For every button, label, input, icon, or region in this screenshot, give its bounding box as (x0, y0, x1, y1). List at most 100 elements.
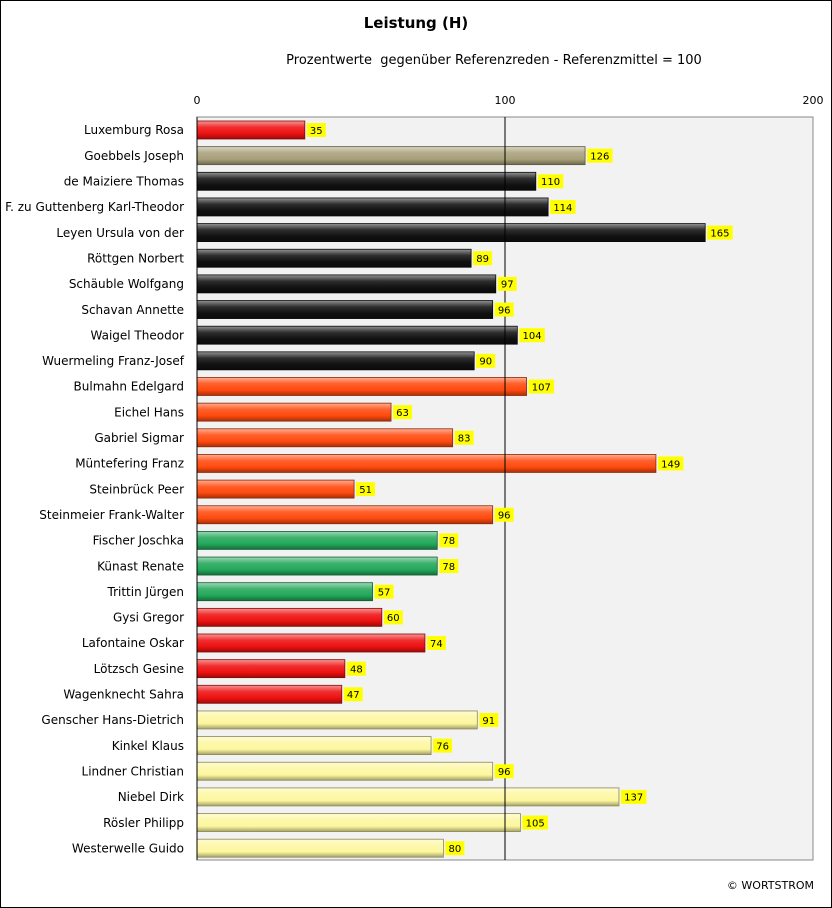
value-label: 83 (458, 434, 471, 445)
value-label: 137 (624, 793, 643, 804)
value-label-bg (497, 276, 517, 291)
bar (196, 787, 620, 807)
category-label: Rösler Philipp (103, 816, 184, 830)
value-label-bg (519, 328, 545, 343)
category-label: Schavan Annette (81, 303, 184, 317)
bar (196, 120, 306, 140)
category-label: Trittin Jürgen (107, 585, 184, 599)
bar (196, 684, 343, 704)
value-label-bg (383, 610, 403, 625)
category-label: Schäuble Wolfgang (69, 277, 184, 291)
category-label: Eichel Hans (114, 405, 184, 419)
category-label: Wuermeling Franz-Josef (42, 354, 185, 368)
value-label: 96 (498, 305, 511, 316)
category-label: Röttgen Norbert (87, 251, 184, 265)
value-label: 104 (523, 331, 542, 342)
category-labels: Luxemburg Rosa Goebbels Joseph de Maiziere… (5, 123, 185, 855)
value-label-bg (393, 405, 413, 420)
category-label: Fischer Joschka (93, 534, 184, 548)
bar (196, 761, 494, 781)
value-label: 51 (359, 485, 372, 496)
category-label: Lindner Christian (82, 764, 184, 778)
category-label: Kinkel Klaus (112, 739, 184, 753)
value-label: 114 (553, 203, 572, 214)
category-label: Steinmeier Frank-Walter (39, 508, 184, 522)
value-label: 96 (498, 767, 511, 778)
value-label-bg (587, 148, 613, 163)
category-label: Niebel Dirk (118, 790, 184, 804)
bar (196, 607, 383, 627)
bar (196, 402, 392, 422)
value-label: 78 (442, 536, 455, 547)
value-label: 35 (310, 126, 323, 137)
value-label-bg (306, 123, 326, 137)
value-label-bg (528, 379, 555, 394)
value-label: 165 (710, 228, 729, 239)
bar (196, 813, 521, 832)
bar (196, 710, 478, 730)
bar (196, 633, 426, 653)
category-label: de Maiziere Thomas (64, 175, 184, 189)
value-label: 149 (661, 459, 680, 470)
bar (196, 454, 657, 473)
value-label-bg (657, 456, 684, 471)
value-label: 47 (347, 690, 360, 701)
value-label: 48 (350, 664, 363, 675)
value-label-bg (494, 507, 514, 522)
category-label: Gabriel Sigmar (94, 431, 184, 445)
category-label: Bulmahn Edelgard (74, 380, 184, 394)
value-label-bg (356, 482, 376, 497)
value-label: 76 (436, 741, 449, 752)
value-label-bg (537, 174, 564, 189)
category-label: Lötzsch Gesine (94, 662, 184, 676)
value-label: 107 (532, 382, 551, 393)
bar (196, 223, 706, 243)
bar (196, 325, 518, 345)
value-label-bg (479, 712, 499, 727)
category-label: Steinbrück Peer (89, 482, 184, 496)
category-label: Leyen Ursula von der (56, 226, 184, 240)
x-tick-label: 200 (803, 94, 824, 107)
value-label: 60 (387, 613, 400, 624)
value-label: 96 (498, 511, 511, 522)
value-label-bg (445, 841, 465, 856)
value-label: 105 (526, 818, 545, 829)
bar (196, 377, 527, 396)
value-label-bg (522, 815, 548, 830)
category-label: Genscher Hans-Dietrich (41, 713, 184, 727)
value-label-bg (454, 430, 474, 445)
bar (196, 838, 444, 858)
axis-ticks: 0 100 200 (194, 94, 824, 107)
bars (196, 120, 706, 858)
value-labels: 35 126 110 114 165 89 97 96 104 90 107 63 83 149 51 96 7… (306, 123, 733, 856)
chart-title: Leistung (H) (364, 14, 469, 32)
value-label: 57 (378, 588, 391, 599)
category-label: Lafontaine Oskar (82, 636, 184, 650)
bar (196, 146, 586, 166)
value-label: 110 (541, 177, 560, 188)
bar (196, 171, 537, 191)
category-label: Waigel Theodor (91, 328, 185, 342)
category-label: Westerwelle Guido (72, 841, 184, 855)
bar (196, 300, 494, 319)
value-label: 89 (476, 254, 489, 265)
bar (196, 197, 549, 217)
value-label-bg (707, 225, 733, 240)
value-label-bg (343, 687, 363, 702)
value-label-bg (439, 559, 459, 574)
value-label-bg (494, 302, 514, 317)
value-label: 126 (590, 151, 609, 162)
value-label-bg (374, 584, 394, 599)
value-label-bg (433, 738, 453, 753)
value-label-bg (494, 764, 514, 779)
bar (196, 556, 438, 576)
value-label-bg (550, 199, 576, 214)
bar (196, 659, 346, 679)
bar (196, 351, 475, 371)
value-label-bg (346, 661, 366, 676)
value-label: 80 (449, 844, 462, 855)
chart-subtitle: Prozentwerte gegenüber Referenzreden - R… (286, 53, 702, 68)
category-label: Goebbels Joseph (84, 149, 184, 163)
